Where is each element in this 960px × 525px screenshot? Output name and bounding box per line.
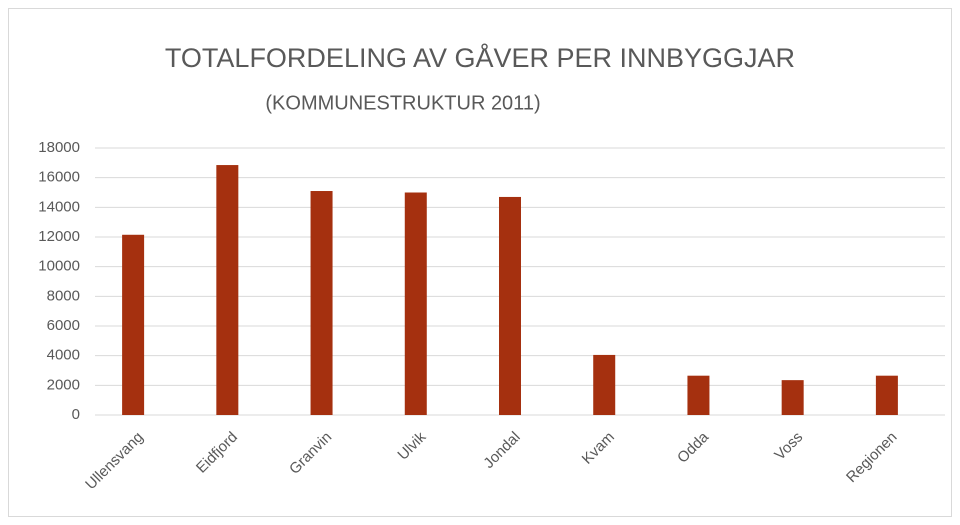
bar: [875, 375, 898, 415]
y-tick-label: 2000: [47, 376, 80, 393]
y-tick-label: 4000: [47, 347, 80, 364]
bar: [310, 191, 333, 415]
bar: [687, 375, 710, 415]
bar: [781, 380, 804, 415]
y-tick-label: 10000: [38, 258, 80, 275]
y-tick-label: 12000: [38, 228, 80, 245]
y-tick-label: 6000: [47, 317, 80, 334]
y-tick-label: 8000: [47, 287, 80, 304]
bar: [499, 196, 521, 415]
y-tick-label: 14000: [38, 198, 80, 215]
bar: [122, 234, 145, 415]
y-tick-label: 18000: [38, 139, 80, 156]
bar: [404, 192, 427, 415]
chart-subtitle: (KOMMUNESTRUKTUR 2011): [265, 92, 540, 114]
chart-frame: [8, 8, 952, 517]
bar: [593, 354, 616, 415]
y-tick-label: 16000: [38, 169, 80, 186]
chart-title: TOTALFORDELING AV GÅVER PER INNBYGGJAR: [165, 42, 795, 73]
bar: [216, 165, 239, 415]
y-tick-label: 0: [72, 406, 80, 423]
